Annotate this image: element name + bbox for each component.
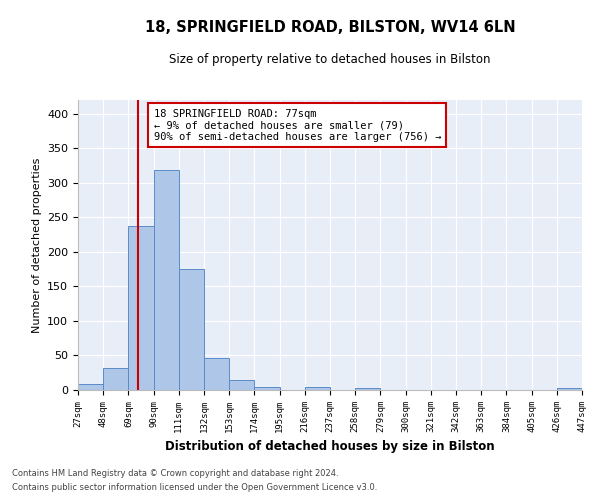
Y-axis label: Number of detached properties: Number of detached properties	[32, 158, 41, 332]
Bar	[204, 358, 229, 390]
Bar	[179, 269, 204, 390]
Bar	[229, 380, 254, 390]
Text: 18, SPRINGFIELD ROAD, BILSTON, WV14 6LN: 18, SPRINGFIELD ROAD, BILSTON, WV14 6LN	[145, 20, 515, 35]
Bar	[128, 226, 154, 390]
Bar	[78, 384, 103, 390]
Text: Contains public sector information licensed under the Open Government Licence v3: Contains public sector information licen…	[12, 484, 377, 492]
Bar	[305, 386, 330, 390]
Bar	[254, 386, 280, 390]
Bar	[355, 388, 380, 390]
X-axis label: Distribution of detached houses by size in Bilston: Distribution of detached houses by size …	[165, 440, 495, 454]
Bar	[154, 170, 179, 390]
Text: Size of property relative to detached houses in Bilston: Size of property relative to detached ho…	[169, 52, 491, 66]
Text: 18 SPRINGFIELD ROAD: 77sqm
← 9% of detached houses are smaller (79)
90% of semi-: 18 SPRINGFIELD ROAD: 77sqm ← 9% of detac…	[154, 108, 441, 142]
Bar	[103, 368, 128, 390]
Bar	[557, 388, 582, 390]
Text: Contains HM Land Registry data © Crown copyright and database right 2024.: Contains HM Land Registry data © Crown c…	[12, 468, 338, 477]
